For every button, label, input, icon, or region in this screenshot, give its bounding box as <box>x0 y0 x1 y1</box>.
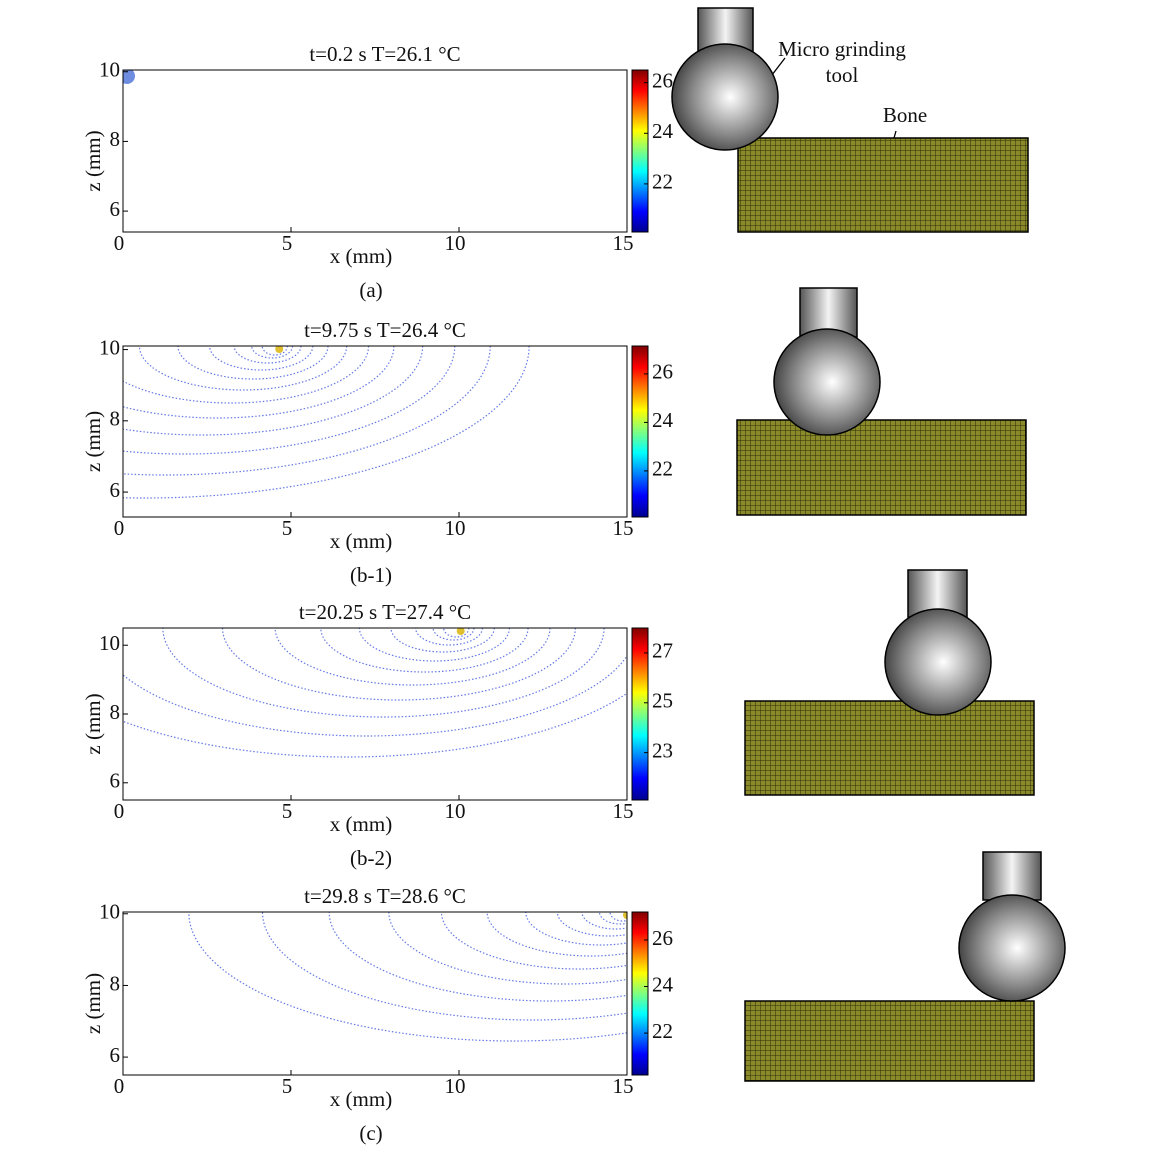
x-tick-label: 0 <box>114 1074 125 1098</box>
x-tick-label: 15 <box>613 231 634 255</box>
colorbar-tick-label: 26 <box>652 926 673 950</box>
colorbar-tick-label: 24 <box>652 408 674 432</box>
contour-line <box>177 346 329 380</box>
contours <box>123 628 627 758</box>
colorbar-tick-label: 24 <box>652 972 674 996</box>
colorbar <box>631 627 649 801</box>
chart-title: t=9.75 s T=26.4 °C <box>304 318 466 342</box>
x-tick-label: 10 <box>445 799 466 823</box>
colorbar-tick-label: 26 <box>652 68 673 92</box>
y-tick-label: 6 <box>110 769 121 793</box>
hot-spot <box>456 628 465 635</box>
x-tick-label: 15 <box>613 516 634 540</box>
contours <box>188 912 627 1042</box>
y-tick-label: 8 <box>110 700 121 724</box>
colorbar <box>631 69 649 233</box>
x-axis-label: x (mm) <box>330 244 392 268</box>
caption: (b-1) <box>350 563 392 587</box>
colorbar-tick-label: 22 <box>652 457 673 481</box>
x-tick-label: 0 <box>114 516 125 540</box>
colorbar-tick-label: 27 <box>652 639 673 663</box>
colorbar-tick-label: 24 <box>652 119 674 143</box>
hot-spot <box>123 70 135 84</box>
plot-frame <box>122 627 628 801</box>
contours <box>123 70 135 84</box>
y-tick-label: 8 <box>110 407 121 431</box>
hot-spot <box>275 346 284 353</box>
tool-ball <box>884 608 992 716</box>
contour-line <box>432 628 475 641</box>
y-tick-label: 10 <box>99 631 120 655</box>
y-tick-label: 6 <box>110 197 121 221</box>
bone <box>744 1000 1035 1082</box>
tool-ball <box>773 328 881 436</box>
bone-label: Bone <box>883 103 927 127</box>
chart-title: t=20.25 s T=27.4 °C <box>299 600 471 624</box>
colorbar <box>631 345 649 518</box>
contour-line <box>598 912 627 925</box>
y-tick-label: 10 <box>99 900 120 924</box>
x-axis-label: x (mm) <box>330 529 392 553</box>
tool-ball <box>958 894 1066 1002</box>
x-tick-label: 5 <box>282 516 293 540</box>
tool-label: Micro grinding <box>778 37 906 61</box>
bone <box>736 419 1027 516</box>
colorbar-tick-label: 26 <box>652 360 673 384</box>
x-tick-label: 5 <box>282 799 293 823</box>
x-axis-label: x (mm) <box>330 812 392 836</box>
plot-frame <box>122 345 628 518</box>
bone <box>744 700 1035 796</box>
tool-shank <box>982 851 1042 901</box>
x-tick-label: 5 <box>282 231 293 255</box>
plot-frame <box>122 69 628 233</box>
x-tick-label: 15 <box>613 1074 634 1098</box>
x-tick-label: 15 <box>613 799 634 823</box>
x-tick-label: 10 <box>445 1074 466 1098</box>
hot-spot <box>623 912 627 919</box>
x-tick-label: 5 <box>282 1074 293 1098</box>
contour-line <box>221 628 576 701</box>
caption: (c) <box>359 1121 382 1145</box>
x-tick-label: 0 <box>114 231 125 255</box>
contour-line <box>388 912 627 985</box>
y-tick-label: 6 <box>110 478 121 502</box>
y-tick-label: 10 <box>99 58 120 82</box>
chart-title: t=29.8 s T=28.6 °C <box>304 884 466 908</box>
caption: (a) <box>359 278 382 302</box>
chart-title: t=0.2 s T=26.1 °C <box>309 42 460 66</box>
contour-line <box>525 912 627 946</box>
contours <box>123 346 530 499</box>
x-tick-label: 0 <box>114 799 125 823</box>
contour-line <box>358 628 511 662</box>
x-tick-label: 10 <box>445 231 466 255</box>
y-tick-label: 10 <box>99 335 120 359</box>
colorbar <box>631 911 649 1076</box>
caption: (b-2) <box>350 846 392 870</box>
contour-line <box>251 346 294 359</box>
y-axis-label: z (mm) <box>81 693 105 754</box>
contour-line <box>123 346 530 499</box>
colorbar-tick-label: 22 <box>652 1019 673 1043</box>
tool-ball <box>671 43 779 151</box>
y-tick-label: 8 <box>110 127 121 151</box>
x-axis-label: x (mm) <box>330 1087 392 1111</box>
bone <box>737 137 1029 233</box>
tool-label: tool <box>826 63 859 87</box>
colorbar-tick-label: 22 <box>652 170 673 194</box>
y-axis-label: z (mm) <box>81 411 105 472</box>
contour-line <box>123 346 395 419</box>
plot-frame <box>122 911 628 1076</box>
colorbar-tick-label: 23 <box>652 738 673 762</box>
x-tick-label: 10 <box>445 516 466 540</box>
colorbar-tick-label: 25 <box>652 689 673 713</box>
y-tick-label: 6 <box>110 1043 121 1067</box>
y-axis-label: z (mm) <box>81 130 105 191</box>
y-axis-label: z (mm) <box>81 973 105 1034</box>
y-tick-label: 8 <box>110 971 121 995</box>
